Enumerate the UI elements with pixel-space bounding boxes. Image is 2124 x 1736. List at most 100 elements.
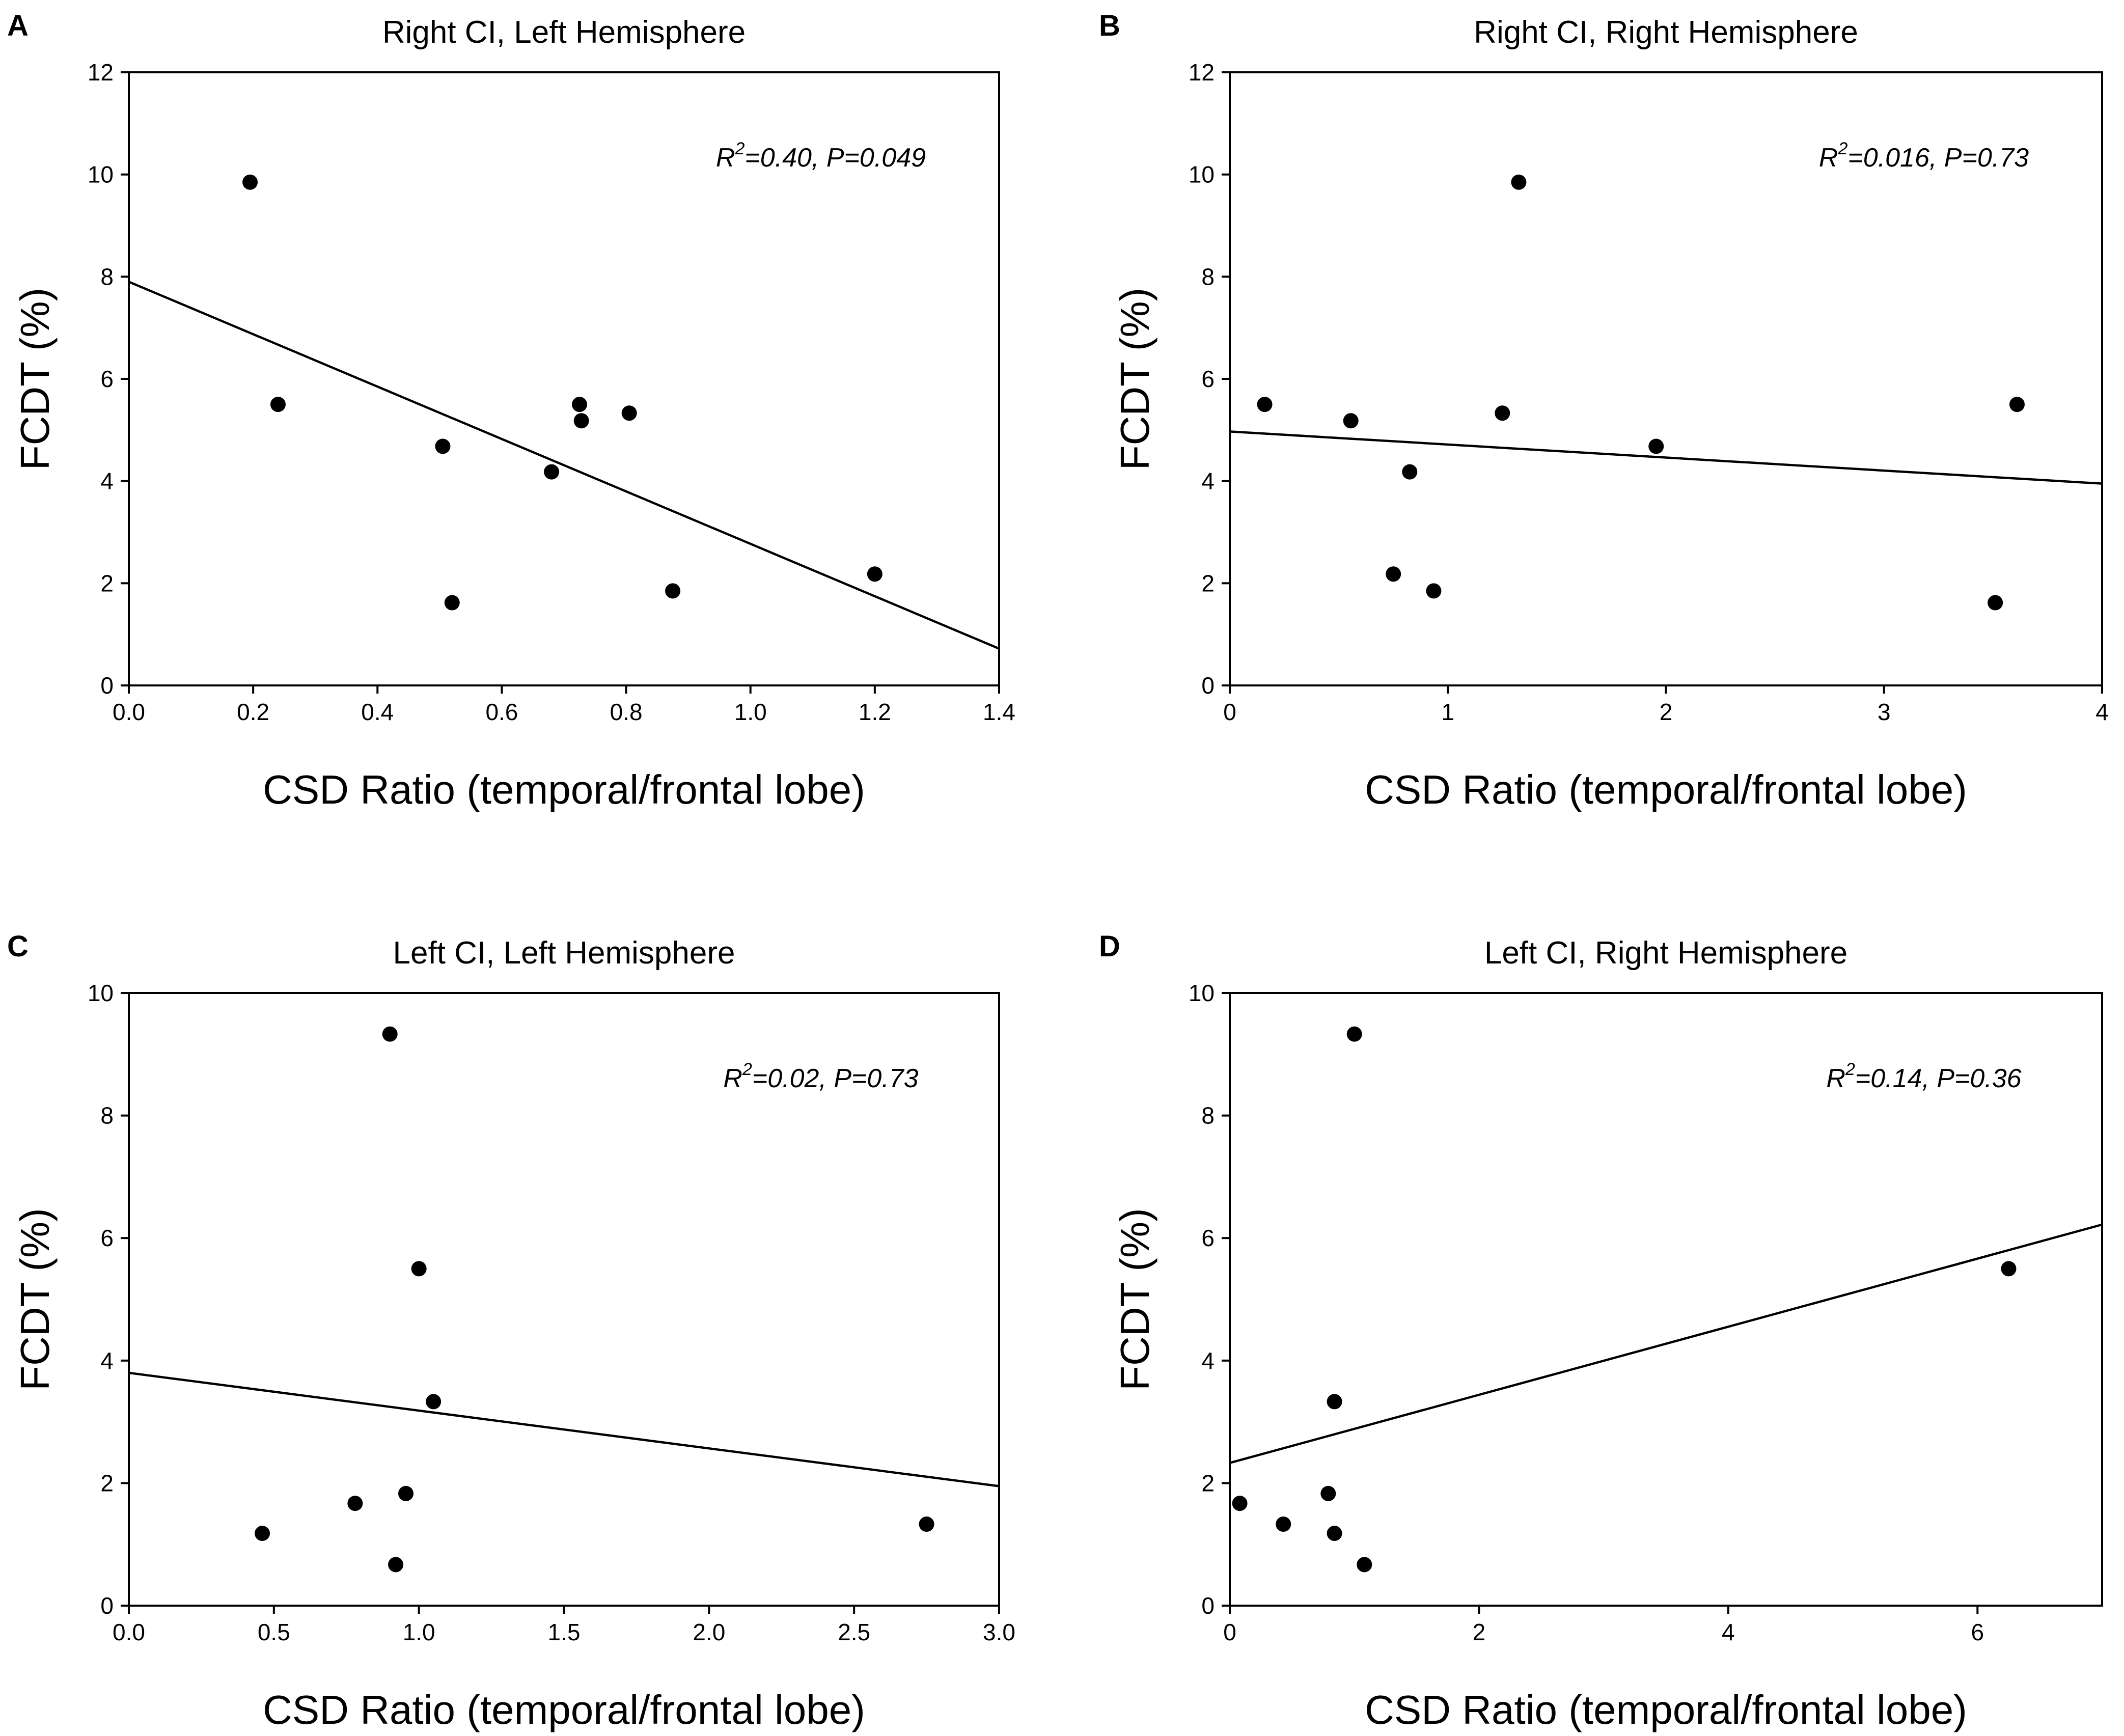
data-point-c	[388, 1557, 404, 1573]
data-point-b	[1386, 566, 1401, 582]
y-tick-label-c: 6	[100, 1225, 114, 1251]
stats-r-superscript: 2	[1837, 139, 1847, 158]
y-axis-label-a: FCDT (%)	[12, 288, 58, 470]
data-point-a	[867, 566, 882, 582]
stats-text: =0.016, P=0.73	[1847, 143, 2029, 173]
data-point-b	[1343, 413, 1359, 429]
y-tick-label-b: 12	[1189, 59, 1215, 86]
chart-title-b: Right CI, Right Hemisphere	[1474, 15, 1858, 50]
y-tick-label-c: 4	[100, 1347, 114, 1374]
x-tick-label-c: 1.0	[403, 1619, 435, 1645]
panel-letter-c: C	[7, 930, 29, 963]
y-tick-label-a: 6	[100, 366, 114, 392]
chart-title-a: Right CI, Left Hemisphere	[382, 15, 746, 50]
y-axis-label-d: FCDT (%)	[1112, 1208, 1157, 1390]
y-axis-label-b: FCDT (%)	[1112, 288, 1157, 470]
stats-text: =0.02, P=0.73	[752, 1064, 919, 1093]
y-tick-label-d: 4	[1201, 1347, 1215, 1374]
regression-line-b	[1229, 430, 2103, 485]
data-point-d	[1232, 1496, 1248, 1511]
stats-annotation-a: R2=0.40, P=0.049	[716, 139, 926, 173]
data-point-d	[2001, 1261, 2017, 1277]
y-tick-label-c: 8	[100, 1103, 114, 1129]
x-tick-label-a: 1.4	[983, 699, 1015, 725]
data-point-c	[411, 1261, 427, 1277]
data-point-a	[665, 583, 681, 599]
stats-r-superscript: 2	[734, 139, 744, 158]
stats-r-label: R	[716, 143, 735, 173]
data-point-b	[1426, 583, 1442, 599]
data-point-d	[1320, 1485, 1336, 1501]
y-tick-label-a: 8	[100, 263, 114, 290]
panel-letter-a: A	[7, 9, 29, 42]
stats-r-label: R	[1826, 1064, 1845, 1093]
regression-line-a	[128, 281, 1000, 650]
x-tick-label-c: 1.5	[548, 1619, 581, 1645]
x-axis-label-d: CSD Ratio (temporal/frontal lobe)	[1365, 1687, 1967, 1732]
regression-line-c	[128, 1371, 1000, 1487]
x-tick-label-c: 0.5	[258, 1619, 290, 1645]
x-tick-label-d: 2	[1473, 1619, 1486, 1645]
chart-title-d: Left CI, Right Hemisphere	[1484, 935, 1847, 971]
plot-frame-d	[1229, 992, 2103, 1607]
x-tick-label-c: 3.0	[983, 1619, 1015, 1645]
x-tick-label-a: 0.2	[237, 699, 269, 725]
data-point-d	[1327, 1394, 1342, 1410]
data-point-a	[270, 397, 286, 412]
x-tick-label-a: 1.0	[734, 699, 767, 725]
x-axis-label-b: CSD Ratio (temporal/frontal lobe)	[1365, 767, 1967, 812]
y-tick-label-a: 0	[100, 672, 114, 699]
data-point-a	[444, 595, 460, 611]
x-tick-label-c: 0.0	[113, 1619, 145, 1645]
x-tick-label-b: 0	[1223, 699, 1236, 725]
x-tick-label-d: 0	[1223, 1619, 1236, 1645]
data-point-b	[2009, 397, 2025, 412]
data-point-c	[398, 1485, 414, 1501]
y-tick-label-c: 10	[88, 980, 114, 1006]
x-tick-label-c: 2.5	[838, 1619, 870, 1645]
y-tick-label-b: 0	[1201, 672, 1215, 699]
x-tick-label-b: 4	[2095, 699, 2109, 725]
stats-annotation-d: R2=0.14, P=0.36	[1826, 1060, 2021, 1093]
x-tick-label-a: 1.2	[859, 699, 891, 725]
x-tick-label-a: 0.8	[610, 699, 643, 725]
chart-title-c: Left CI, Left Hemisphere	[393, 935, 735, 971]
data-point-b	[1257, 397, 1273, 412]
data-point-c	[255, 1526, 270, 1541]
regression-line-d	[1229, 1223, 2103, 1464]
y-tick-label-d: 8	[1201, 1103, 1215, 1129]
stats-r-superscript: 2	[742, 1060, 752, 1079]
y-tick-label-a: 12	[88, 59, 114, 86]
x-tick-label-a: 0.6	[485, 699, 518, 725]
data-point-a	[621, 405, 637, 421]
x-tick-label-b: 2	[1660, 699, 1673, 725]
data-point-b	[1648, 438, 1664, 454]
stats-r-label: R	[1819, 143, 1838, 173]
stats-r-superscript: 2	[1845, 1060, 1855, 1079]
data-point-b	[1402, 464, 1418, 480]
y-tick-label-d: 10	[1189, 980, 1215, 1006]
x-axis-label-a: CSD Ratio (temporal/frontal lobe)	[263, 767, 865, 812]
stats-text: =0.40, P=0.049	[744, 143, 926, 173]
y-tick-label-b: 2	[1201, 570, 1215, 596]
y-tick-label-d: 6	[1201, 1225, 1215, 1251]
data-point-c	[382, 1026, 398, 1042]
data-point-c	[426, 1394, 442, 1410]
data-point-d	[1346, 1026, 1362, 1042]
y-tick-label-a: 10	[88, 161, 114, 188]
data-point-d	[1276, 1517, 1291, 1532]
panel-c: C Left CI, Left Hemisphere 0.0 0.5 1.0 1.5 2.0…	[7, 930, 1015, 1732]
panel-letter-d: D	[1099, 930, 1120, 963]
panel-a: A Right CI, Left Hemisphere 0.0 0.2 0.4 0.6 0.…	[7, 9, 1015, 812]
y-tick-label-c: 2	[100, 1470, 114, 1496]
stats-text: =0.14, P=0.36	[1855, 1064, 2022, 1093]
stats-annotation-b: R2=0.016, P=0.73	[1819, 139, 2029, 173]
y-tick-label-b: 10	[1189, 161, 1215, 188]
data-point-c	[347, 1496, 363, 1511]
x-tick-label-d: 4	[1722, 1619, 1735, 1645]
data-point-d	[1357, 1557, 1372, 1573]
y-tick-label-a: 4	[100, 468, 114, 494]
y-tick-label-c: 0	[100, 1592, 114, 1619]
y-tick-label-b: 4	[1201, 468, 1215, 494]
